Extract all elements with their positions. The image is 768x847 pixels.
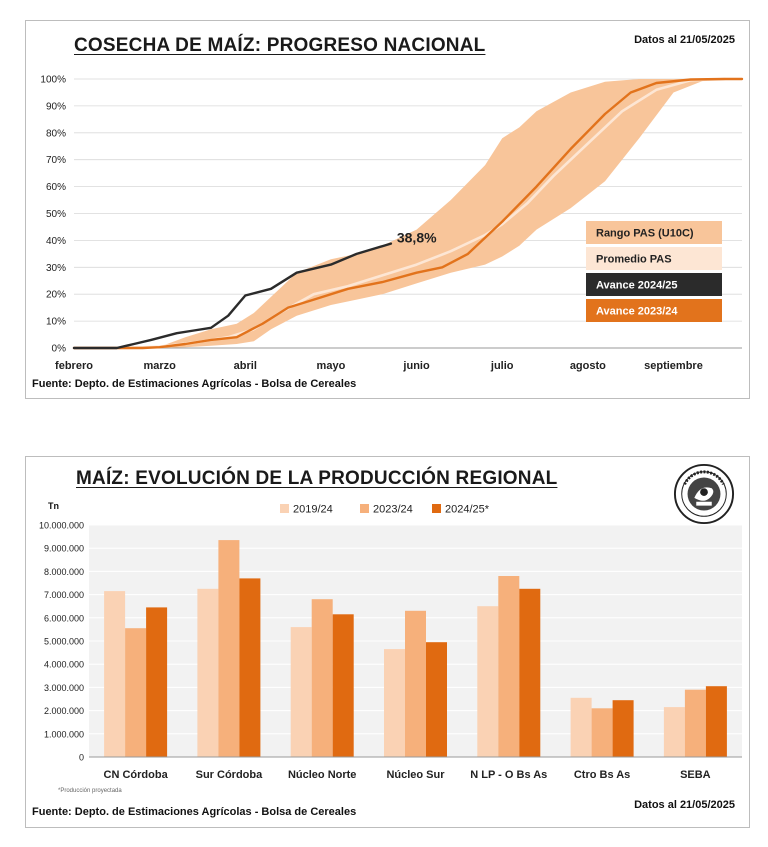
y-axis-unit: Tn <box>48 501 59 511</box>
chart-title: MAÍZ: EVOLUCIÓN DE LA PRODUCCIÓN REGIONA… <box>76 468 558 489</box>
y-tick-label: 100% <box>40 75 66 86</box>
y-tick-label: 7.000.000 <box>44 590 84 600</box>
regional-production-panel: MAÍZ: EVOLUCIÓN DE LA PRODUCCIÓN REGIONA… <box>25 456 750 828</box>
x-tick-label: marzo <box>143 360 176 372</box>
legend-swatch <box>586 247 722 270</box>
y-tick-label: 8.000.000 <box>44 567 84 577</box>
bar <box>591 708 613 757</box>
bar <box>125 628 147 757</box>
y-tick-label: 0 <box>79 753 84 763</box>
legend-swatch <box>280 504 289 513</box>
bar <box>332 614 354 757</box>
y-tick-label: 2.000.000 <box>44 706 84 716</box>
y-tick-label: 5.000.000 <box>44 637 84 647</box>
legend-label: 2019/24 <box>293 504 333 516</box>
x-tick-label: abril <box>234 360 257 372</box>
category-label: SEBA <box>680 769 711 781</box>
legend-swatch <box>586 221 722 244</box>
bolsa-seal-logo <box>673 463 735 525</box>
x-tick-label: febrero <box>55 360 93 372</box>
season-2024-25-line <box>72 242 393 350</box>
y-tick-label: 10.000.000 <box>39 521 84 531</box>
bar <box>498 576 520 757</box>
bar <box>570 697 592 757</box>
category-label: Ctro Bs As <box>574 769 630 781</box>
legend-swatch <box>586 273 722 296</box>
bar <box>290 627 312 757</box>
y-tick-label: 1.000.000 <box>44 729 84 739</box>
legend-label: Avance 2023/24 <box>596 306 678 318</box>
legend-label: Promedio PAS <box>596 254 672 266</box>
y-tick-label: 0% <box>52 344 67 355</box>
range-band <box>74 79 742 348</box>
y-tick-label: 60% <box>46 182 66 193</box>
bar <box>405 610 426 757</box>
bar <box>663 707 685 757</box>
legend-swatch <box>432 504 441 513</box>
y-tick-label: 6.000.000 <box>44 613 84 623</box>
current-progress-label: 38,8% <box>397 230 437 246</box>
y-tick-label: 10% <box>46 317 66 328</box>
x-tick-label: julio <box>490 360 514 372</box>
bar <box>519 588 541 757</box>
x-tick-label: junio <box>402 360 430 372</box>
bar <box>104 591 126 757</box>
x-tick-label: mayo <box>317 360 346 372</box>
category-label: Núcleo Sur <box>386 769 445 781</box>
y-tick-label: 50% <box>46 209 66 220</box>
y-tick-label: 90% <box>46 101 66 112</box>
y-tick-label: 20% <box>46 290 66 301</box>
y-tick-label: 40% <box>46 236 66 247</box>
category-label: N LP - O Bs As <box>470 769 547 781</box>
x-tick-label: agosto <box>570 360 606 372</box>
bar <box>218 540 240 757</box>
bar <box>239 578 261 757</box>
season-2023-24-line <box>72 77 744 350</box>
category-label: CN Córdoba <box>104 769 169 781</box>
y-tick-label: 9.000.000 <box>44 544 84 554</box>
bar <box>426 642 447 757</box>
source-note: Fuente: Depto. de Estimaciones Agrícolas… <box>32 806 357 818</box>
chart-title: COSECHA DE MAÍZ: PROGRESO NACIONAL <box>74 35 486 56</box>
legend-label: Avance 2024/25 <box>596 280 678 292</box>
data-date: Datos al 21/05/2025 <box>634 799 735 811</box>
data-date: Datos al 21/05/2025 <box>634 34 735 46</box>
y-tick-label: 4.000.000 <box>44 660 84 670</box>
category-label: Sur Córdoba <box>196 769 263 781</box>
harvest-progress-chart: 0% 10% 20% 30% 40% 50% 60% 70% 80% 90% 100% febrero… <box>40 75 744 372</box>
bar <box>705 686 727 757</box>
bar <box>146 607 168 757</box>
source-note: Fuente: Depto. de Estimaciones Agrícolas… <box>32 378 357 390</box>
bar <box>684 689 706 757</box>
legend-label: 2023/24 <box>373 504 413 516</box>
y-tick-label: 70% <box>46 155 66 166</box>
y-tick-label: 3.000.000 <box>44 683 84 693</box>
legend-label: 2024/25* <box>445 504 490 516</box>
x-tick-label: septiembre <box>644 360 703 372</box>
bar <box>197 588 219 757</box>
legend-swatch <box>586 299 722 322</box>
projection-note: *Producción proyectada <box>58 788 122 794</box>
bar <box>477 606 499 757</box>
bar <box>384 649 405 757</box>
regional-production-chart: 0 1.000.000 2.000.000 3.000.000 4.000.000 5.0… <box>39 504 742 781</box>
y-tick-label: 30% <box>46 263 66 274</box>
legend-swatch <box>360 504 369 513</box>
legend-label: Rango PAS (U10C) <box>596 228 694 240</box>
y-tick-label: 80% <box>46 128 66 139</box>
harvest-progress-panel: COSECHA DE MAÍZ: PROGRESO NACIONAL Datos… <box>25 20 750 399</box>
bar <box>311 599 333 757</box>
bar <box>612 700 634 757</box>
category-label: Núcleo Norte <box>288 769 356 781</box>
